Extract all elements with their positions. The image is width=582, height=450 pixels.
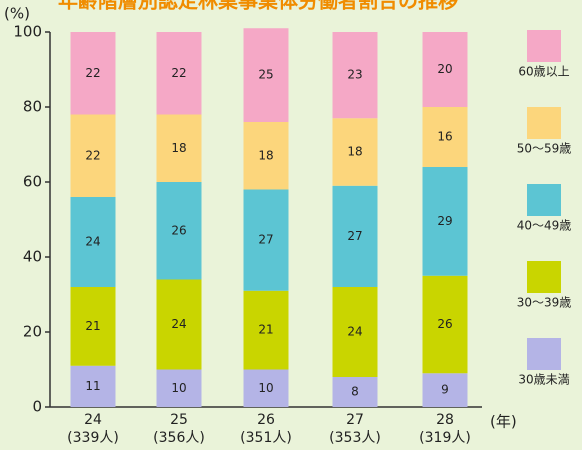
legend-label: 60歳以上: [518, 65, 569, 79]
legend-swatch: [527, 261, 561, 293]
bar-segment: [422, 373, 468, 407]
legend-swatch: [527, 338, 561, 370]
legend-swatch: [527, 107, 561, 139]
bar-segment: [422, 107, 468, 167]
value-label: 24: [347, 325, 362, 339]
value-label: 20: [437, 62, 452, 76]
value-label: 11: [85, 379, 100, 393]
x-tick-label: 24: [84, 412, 102, 428]
x-tick-label: 27: [346, 412, 364, 428]
value-label: 24: [171, 317, 186, 331]
legend-label: 30～39歳: [517, 296, 572, 310]
bar-segment: [243, 369, 289, 407]
value-label: 21: [85, 319, 100, 333]
bar-segment: [156, 369, 202, 407]
bar-segment: [70, 365, 116, 407]
x-tick-count: (356人): [153, 430, 205, 446]
value-label: 10: [171, 381, 186, 395]
x-tick-label: 26: [257, 412, 275, 428]
value-label: 8: [351, 385, 359, 399]
bar-segment: [70, 197, 116, 287]
y-tick-label: 0: [32, 398, 42, 416]
bar-segment: [332, 287, 378, 377]
bar-segment: [332, 118, 378, 186]
value-label: 21: [258, 323, 273, 337]
bar-segment: [422, 32, 468, 107]
x-tick-count: (339人): [67, 430, 119, 446]
bar-segment: [243, 189, 289, 291]
y-tick-label: 20: [23, 323, 42, 341]
value-label: 18: [258, 148, 273, 162]
value-label: 26: [437, 317, 452, 331]
y-tick-label: 40: [23, 248, 42, 266]
legend-label: 50～59歳: [517, 142, 572, 156]
value-label: 23: [347, 68, 362, 82]
bar-segment: [243, 122, 289, 190]
bar-segment: [156, 279, 202, 370]
chart-title: 年齢階層別認定林業事業体労働者割合の推移: [58, 0, 458, 13]
bar-segment: [243, 28, 289, 122]
value-label: 25: [258, 68, 273, 82]
legend-label: 30歳未満: [518, 373, 569, 387]
value-label: 9: [441, 383, 449, 397]
bar-segment: [243, 290, 289, 370]
bar-segment: [332, 377, 378, 407]
legend-swatch: [527, 184, 561, 216]
value-label: 18: [171, 141, 186, 155]
bar-segment: [156, 114, 202, 182]
bar-segment: [70, 32, 116, 115]
value-label: 27: [347, 229, 362, 243]
x-tick-count: (319人): [419, 430, 471, 446]
x-unit: (年): [490, 413, 517, 431]
bar-segment: [70, 114, 116, 197]
y-tick-label: 60: [23, 173, 42, 191]
bar-segment: [156, 32, 202, 115]
value-label: 27: [258, 233, 273, 247]
x-tick-label: 28: [436, 412, 454, 428]
legend-swatch: [527, 30, 561, 62]
y-unit: (%): [4, 5, 30, 23]
bar-segment: [332, 185, 378, 287]
value-label: 22: [171, 66, 186, 80]
bar-segment: [332, 32, 378, 119]
value-label: 22: [85, 66, 100, 80]
bar-segment: [70, 287, 116, 366]
value-label: 29: [437, 214, 452, 228]
bar-segment: [422, 167, 468, 276]
y-tick-label: 100: [13, 23, 42, 41]
value-label: 16: [437, 130, 452, 144]
value-label: 18: [347, 145, 362, 159]
value-label: 22: [85, 148, 100, 162]
y-tick-label: 80: [23, 98, 42, 116]
x-tick-count: (353人): [329, 430, 381, 446]
x-tick-count: (351人): [240, 430, 292, 446]
value-label: 10: [258, 381, 273, 395]
value-label: 26: [171, 223, 186, 237]
x-tick-label: 25: [170, 412, 188, 428]
bar-segment: [422, 275, 468, 374]
value-label: 24: [85, 235, 100, 249]
bar-segment: [156, 182, 202, 280]
legend-label: 40～49歳: [517, 219, 572, 233]
